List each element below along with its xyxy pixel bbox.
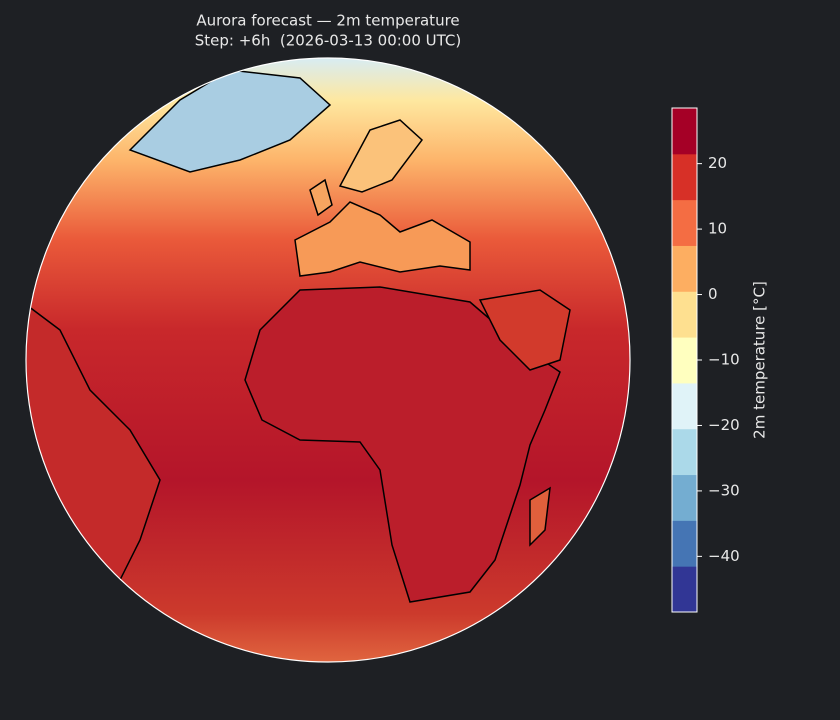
colorbar-label: 2m temperature [°C] <box>751 281 769 439</box>
colorbar-band <box>672 382 697 430</box>
arabia <box>478 289 571 371</box>
colorbar-band <box>672 199 697 246</box>
colorbar-band <box>672 520 697 567</box>
colorbar-band <box>672 245 697 292</box>
colorbar-tick-label: −30 <box>708 481 740 499</box>
colorbar-band <box>672 108 697 155</box>
globe-outline <box>25 57 631 663</box>
colorbar-tick-label: −10 <box>708 351 740 369</box>
colorbar-tick-label: 10 <box>708 220 727 238</box>
colorbar-tick-label: 0 <box>708 285 718 303</box>
colorbar-frame <box>671 107 698 613</box>
colorbar-band <box>672 337 697 384</box>
scandinavia <box>338 119 424 193</box>
colorbar-band <box>672 291 697 338</box>
subtitle: Step: +6h (2026-03-13 00:00 UTC) <box>195 32 462 50</box>
colorbar-band <box>672 474 697 521</box>
british-isles <box>309 178 333 217</box>
colorbar-band <box>672 566 697 613</box>
colorbar-band <box>672 428 697 476</box>
colorbar: 20 10 0 −10 −20 −30 −40 <box>672 108 740 613</box>
europe <box>294 201 471 277</box>
greenland <box>128 69 332 173</box>
colorbar-tick-label: −20 <box>708 416 740 434</box>
madagascar <box>529 486 551 547</box>
colorbar-tick-label: −40 <box>708 547 740 565</box>
colorbar-tick-label: 20 <box>708 154 727 172</box>
colorbar-band <box>672 153 697 201</box>
title: Aurora forecast — 2m temperature <box>196 12 459 30</box>
